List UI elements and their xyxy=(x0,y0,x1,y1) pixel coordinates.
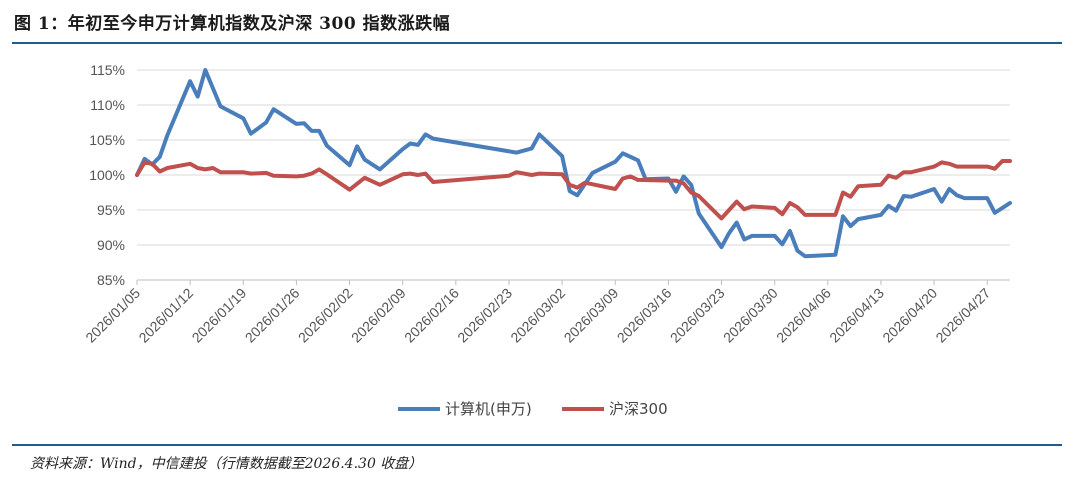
x-tick-label: 2026/03/02 xyxy=(507,285,568,346)
x-tick-label: 2026/03/30 xyxy=(720,285,781,346)
legend: 计算机(申万) 沪深300 xyxy=(398,400,668,418)
x-tick-label: 2026/01/19 xyxy=(189,285,250,346)
x-tick-label: 2026/02/16 xyxy=(401,285,462,346)
y-tick-label: 110% xyxy=(90,97,125,113)
x-tick-label: 2026/04/13 xyxy=(826,285,887,346)
x-tick-label: 2026/01/26 xyxy=(242,285,303,346)
x-tick-label: 2026/01/05 xyxy=(82,285,143,346)
legend-label: 沪深300 xyxy=(609,400,668,418)
x-axis: 2026/01/052026/01/122026/01/192026/01/26… xyxy=(82,279,1010,346)
title-divider xyxy=(12,42,1062,44)
x-tick-label: 2026/02/23 xyxy=(454,285,515,346)
line-chart: 85%90%95%100%105%110%115% 2026/01/052026… xyxy=(82,62,1012,418)
x-tick-label: 2026/04/27 xyxy=(932,285,993,346)
y-tick-label: 100% xyxy=(89,167,125,183)
series-line-2 xyxy=(135,159,1012,221)
x-tick-label: 2026/04/06 xyxy=(773,285,834,346)
y-tick-label: 85% xyxy=(97,272,125,288)
y-tick-label: 115% xyxy=(90,62,125,78)
x-tick-label: 2026/03/16 xyxy=(614,285,675,346)
chart-title: 图 1：年初至今申万计算机指数及沪深 300 指数涨跌幅 xyxy=(14,14,451,34)
legend-label: 计算机(申万) xyxy=(445,400,532,418)
y-tick-label: 105% xyxy=(89,132,125,148)
y-tick-label: 95% xyxy=(97,202,125,218)
y-axis: 85% 90% 95% 100% 105% 110% 115% xyxy=(89,62,125,288)
y-tick-label: 90% xyxy=(97,237,125,253)
x-tick-label: 2026/04/20 xyxy=(879,285,940,346)
footer-divider xyxy=(12,444,1062,446)
series-line-1 xyxy=(135,68,1012,259)
x-tick-label: 2026/03/09 xyxy=(561,285,622,346)
x-tick-label: 2026/01/12 xyxy=(135,285,196,346)
series-lines xyxy=(135,68,1012,259)
x-tick-label: 2026/02/09 xyxy=(348,285,409,346)
x-tick-label: 2026/02/02 xyxy=(295,285,356,346)
x-tick-label: 2026/03/23 xyxy=(667,285,728,346)
source-note: 资料来源：Wind，中信建投（行情数据截至2026.4.30 收盘） xyxy=(30,456,423,472)
